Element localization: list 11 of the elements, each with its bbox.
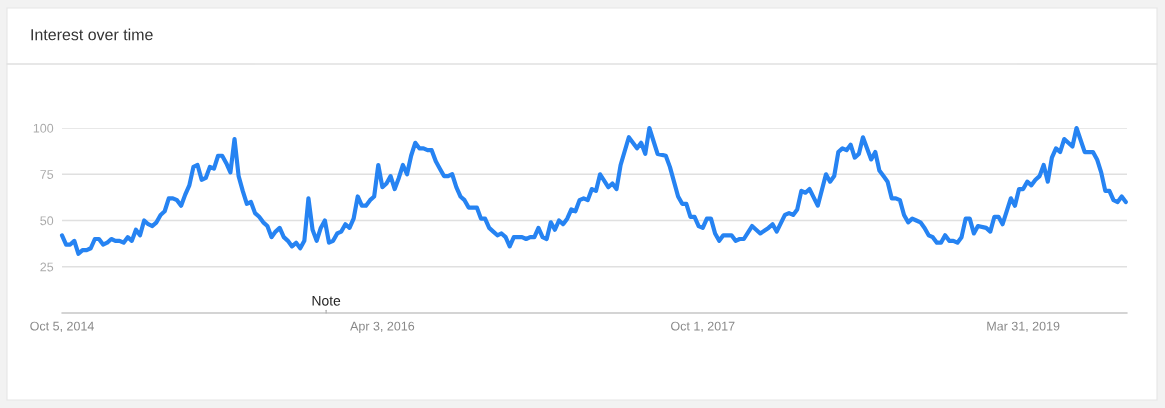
x-tick-label: Mar 31, 2019 <box>987 321 1060 332</box>
x-tick-label: Oct 5, 2014 <box>30 321 94 332</box>
y-tick-label: 25 <box>40 262 54 272</box>
annotation: Note <box>312 295 341 306</box>
y-tick-label: 50 <box>40 216 54 226</box>
y-tick-label: 100 <box>33 123 54 133</box>
x-tick-label: Oct 1, 2017 <box>671 321 735 332</box>
line-series <box>59 125 1128 256</box>
chart-title: Interest over time <box>31 28 153 41</box>
y-tick-label: 75 <box>40 170 54 179</box>
x-tick-label: Apr 3, 2016 <box>350 321 415 333</box>
